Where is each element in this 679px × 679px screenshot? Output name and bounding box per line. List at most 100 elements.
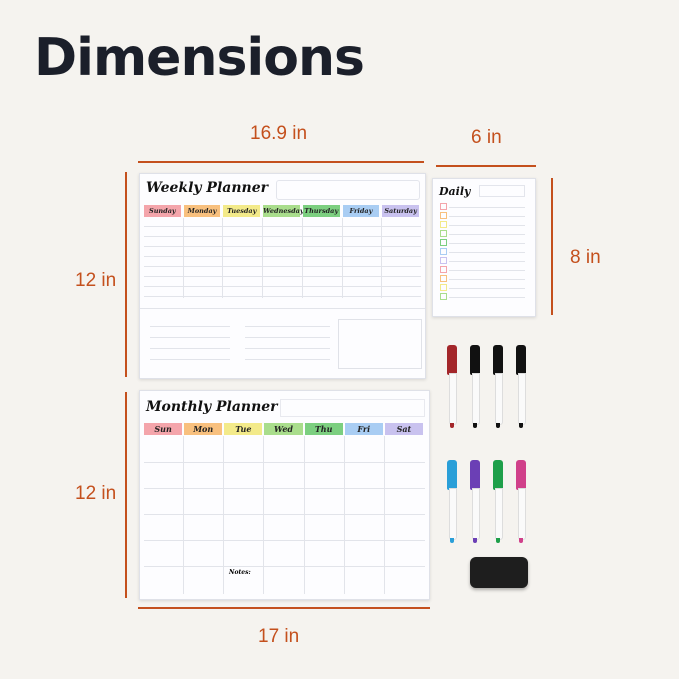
daily-checkbox xyxy=(440,266,447,273)
weekly-width-line xyxy=(138,161,424,163)
daily-line xyxy=(449,252,525,253)
monthly-day-header: Tue xyxy=(224,423,263,435)
marker-cap xyxy=(493,345,503,375)
marker-barrel xyxy=(472,373,480,425)
dry-erase-marker xyxy=(447,460,457,545)
eraser xyxy=(470,557,528,588)
dry-erase-marker xyxy=(470,460,480,545)
monthly-day-header: Sat xyxy=(384,423,423,435)
daily-line xyxy=(449,234,525,235)
weekly-note-line xyxy=(245,326,330,327)
marker-barrel xyxy=(518,373,526,425)
weekly-column-divider xyxy=(182,218,184,298)
weekly-row-line xyxy=(144,276,421,277)
marker-cap xyxy=(493,460,503,490)
daily-height-line xyxy=(551,178,553,315)
weekly-note-line xyxy=(150,359,230,360)
weekly-day-header: Sunday xyxy=(144,205,181,217)
marker-tip xyxy=(450,423,454,428)
daily-checkbox xyxy=(440,239,447,246)
weekly-column-divider xyxy=(341,218,343,298)
marker-cap xyxy=(516,345,526,375)
weekly-note-line xyxy=(245,337,330,338)
weekly-height-label: 12 in xyxy=(75,270,117,291)
weekly-width-label: 16.9 in xyxy=(250,123,308,144)
weekly-row-line xyxy=(144,236,421,237)
weekly-row-line xyxy=(144,226,421,227)
monthly-width-line xyxy=(138,607,430,609)
daily-line xyxy=(449,243,525,244)
dry-erase-marker xyxy=(447,345,457,430)
dry-erase-marker xyxy=(493,460,503,545)
marker-barrel xyxy=(495,488,503,540)
monthly-title-box xyxy=(280,399,425,417)
monthly-row-line xyxy=(144,540,425,541)
daily-line xyxy=(449,207,525,208)
marker-tip xyxy=(496,423,500,428)
daily-checkbox xyxy=(440,257,447,264)
weekly-height-line xyxy=(125,172,127,377)
weekly-day-header: Wednesday xyxy=(263,205,304,217)
weekly-planner-board: Weekly Planner Sunday Monday Tuesday Wednes… xyxy=(139,173,426,379)
monthly-column-divider xyxy=(303,436,305,594)
weekly-row-line xyxy=(144,256,421,257)
weekly-day-header: Thursday xyxy=(302,205,340,217)
daily-line xyxy=(449,216,525,217)
weekly-column-divider xyxy=(381,218,383,298)
marker-cap xyxy=(447,460,457,490)
weekly-note-line xyxy=(245,348,330,349)
daily-title-box xyxy=(479,185,525,197)
monthly-day-header: Thu xyxy=(304,423,343,435)
weekly-day-header: Friday xyxy=(342,205,380,217)
monthly-planner-title: Monthly Planner xyxy=(146,399,278,415)
marker-tip xyxy=(473,423,477,428)
monthly-planner-board: Monthly Planner Notes: Sun Mon Tue Wed Thu Fr… xyxy=(139,390,430,600)
daily-line xyxy=(449,270,525,271)
daily-planner-board: Daily xyxy=(432,178,536,317)
dry-erase-marker xyxy=(493,345,503,430)
daily-line xyxy=(449,297,525,298)
daily-checkbox xyxy=(440,293,447,300)
monthly-height-label: 12 in xyxy=(75,483,117,504)
daily-checkbox xyxy=(440,275,447,282)
weekly-planner-title: Weekly Planner xyxy=(146,180,268,196)
daily-width-label: 6 in xyxy=(471,127,502,148)
weekly-title-box xyxy=(276,180,420,200)
marker-barrel xyxy=(472,488,480,540)
marker-cap xyxy=(447,345,457,375)
monthly-row-line xyxy=(144,488,425,489)
page-title: Dimensions xyxy=(34,28,365,88)
daily-checkbox xyxy=(440,221,447,228)
marker-barrel xyxy=(518,488,526,540)
marker-barrel xyxy=(449,488,457,540)
monthly-height-line xyxy=(125,392,127,598)
weekly-row-line xyxy=(144,246,421,247)
daily-planner-title: Daily xyxy=(439,185,471,198)
weekly-row-line xyxy=(144,286,421,287)
monthly-day-header: Fri xyxy=(344,423,383,435)
weekly-notes-box xyxy=(338,319,422,369)
monthly-day-header: Sun xyxy=(144,423,183,435)
monthly-width-label: 17 in xyxy=(258,626,300,647)
daily-checkbox xyxy=(440,248,447,255)
dry-erase-marker xyxy=(470,345,480,430)
weekly-day-header: Saturday xyxy=(382,205,419,217)
weekly-day-header: Tuesday xyxy=(223,205,261,217)
marker-barrel xyxy=(449,373,457,425)
daily-line xyxy=(449,288,525,289)
monthly-column-divider xyxy=(343,436,345,594)
monthly-day-header: Mon xyxy=(184,423,223,435)
marker-tip xyxy=(519,423,523,428)
weekly-row-line xyxy=(144,296,421,297)
marker-tip xyxy=(496,538,500,543)
marker-cap xyxy=(516,460,526,490)
marker-tip xyxy=(450,538,454,543)
weekly-note-line xyxy=(150,337,230,338)
weekly-divider xyxy=(140,308,425,309)
daily-checkbox xyxy=(440,230,447,237)
monthly-column-divider xyxy=(383,436,385,594)
weekly-note-line xyxy=(150,326,230,327)
weekly-row-line xyxy=(144,266,421,267)
marker-tip xyxy=(473,538,477,543)
monthly-column-divider xyxy=(223,436,225,594)
